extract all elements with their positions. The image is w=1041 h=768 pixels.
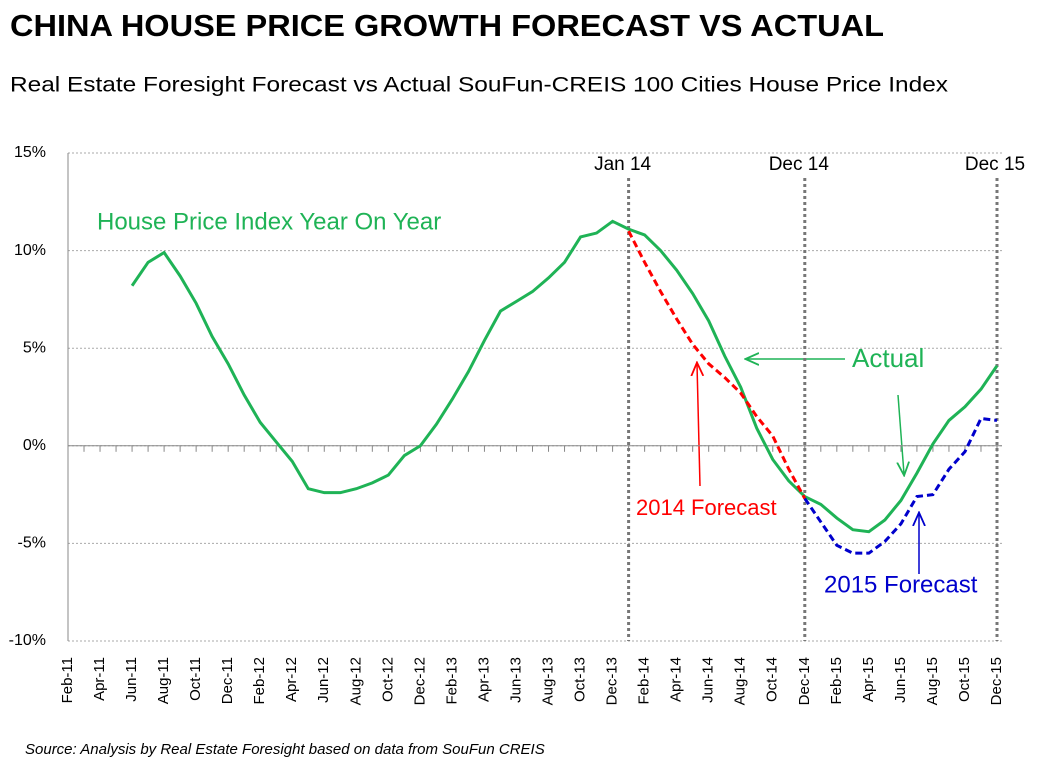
y-tick-label: 5% (23, 339, 46, 356)
marker-label: Jan 14 (594, 154, 651, 175)
x-tick-label: Apr-15 (860, 657, 877, 702)
x-tick-label: Dec-14 (796, 657, 813, 705)
x-tick-label: Jun-11 (123, 657, 140, 702)
x-tick-label: Apr-11 (91, 657, 108, 701)
x-tick-label: Jun-12 (315, 657, 332, 703)
source-note: Source: Analysis by Real Estate Foresigh… (25, 741, 545, 758)
y-tick-label: -10% (9, 632, 46, 649)
y-tick-label: 15% (14, 144, 46, 161)
x-tick-label: Oct-14 (764, 657, 781, 702)
series-label: Actual (852, 343, 924, 373)
x-tick-label: Dec-12 (411, 657, 428, 705)
y-tick-label: 0% (23, 437, 46, 454)
series-line (803, 416, 998, 555)
x-tick-label: Dec-15 (988, 657, 1005, 705)
x-tick-label: Apr-12 (283, 657, 300, 702)
x-tick-label: Oct-11 (187, 657, 204, 701)
chart-title: CHINA HOUSE PRICE GROWTH FORECAST VS ACT… (10, 8, 884, 43)
marker-label: Dec 14 (769, 154, 830, 175)
x-tick-label: Aug-13 (539, 657, 556, 705)
x-tick-label: Aug-12 (347, 657, 364, 705)
x-tick-label: Aug-15 (924, 657, 941, 705)
x-tick-label: Feb-14 (636, 657, 653, 705)
x-tick-label: Feb-11 (59, 657, 76, 703)
x-tick-label: Apr-14 (668, 657, 685, 702)
x-tick-label: Jun-15 (892, 657, 909, 703)
arrow (697, 364, 700, 487)
y-tick-label: -5% (18, 535, 46, 552)
series-line (130, 219, 999, 534)
x-tick-label: Oct-12 (379, 657, 396, 702)
chart-subtitle: Real Estate Foresight Forecast vs Actual… (10, 74, 949, 97)
y-tick-label: 10% (14, 242, 46, 259)
x-tick-label: Feb-13 (443, 657, 460, 705)
x-tick-label: Aug-14 (732, 657, 749, 705)
x-tick-label: Jun-13 (507, 657, 524, 703)
x-tick-label: Jun-14 (700, 657, 717, 703)
x-tick-label: Oct-15 (956, 657, 973, 702)
x-tick-label: Aug-11 (155, 657, 172, 704)
series-label: 2015 Forecast (824, 571, 978, 598)
x-tick-label: Oct-13 (572, 657, 589, 702)
series-line (627, 230, 807, 500)
x-tick-label: Dec-13 (604, 657, 621, 705)
x-tick-label: Apr-13 (475, 657, 492, 702)
arrow (898, 394, 904, 474)
series-label: 2014 Forecast (636, 495, 777, 520)
annotation: House Price Index Year On Year (97, 208, 441, 235)
x-tick-label: Feb-15 (828, 657, 845, 705)
x-tick-label: Dec-11 (219, 657, 236, 704)
x-tick-label: Feb-12 (251, 657, 268, 705)
marker-label: Dec 15 (965, 154, 1025, 175)
